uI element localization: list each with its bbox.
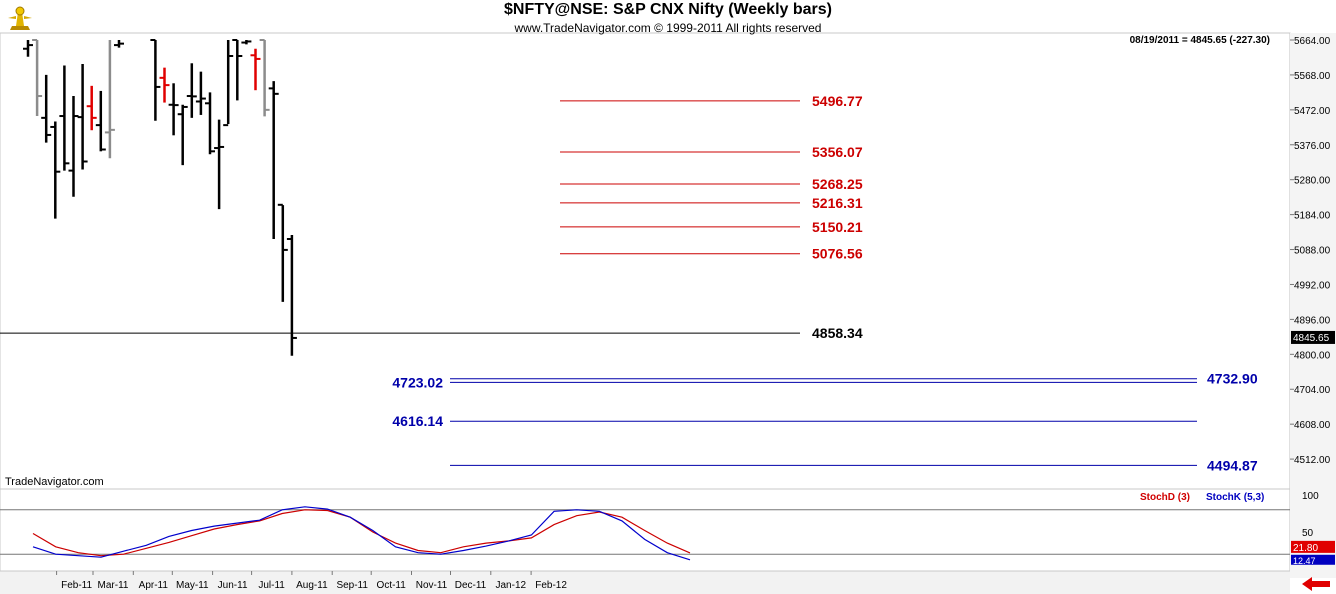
x-tick-label: Jun-11	[218, 580, 248, 591]
stochk-value-tag	[1291, 554, 1335, 565]
plot-frame	[0, 32, 1291, 572]
y-tick-label: 4608.00	[1294, 420, 1331, 431]
y-tick-label: 5568.00	[1294, 71, 1331, 82]
x-tick-label: Mar-11	[98, 580, 129, 591]
x-tick-label: Oct-11	[377, 580, 407, 591]
stochd-line	[32, 509, 691, 557]
support-label-right: 4494.87	[1207, 457, 1258, 473]
x-tick-label: Nov-11	[416, 580, 448, 591]
resistance-label: 5268.25	[812, 176, 863, 192]
stoch-y-tick-label: 100	[1302, 491, 1319, 502]
support-label-right: 4732.90	[1207, 371, 1258, 387]
trade-navigator-logo-icon[interactable]	[4, 4, 36, 32]
y-tick-label: 5664.00	[1294, 36, 1331, 47]
x-axis-panel	[0, 571, 1290, 594]
stochd-value-label: 21.80	[1293, 543, 1318, 554]
x-tick-label: Jul-11	[258, 580, 285, 591]
x-tick-label: Dec-11	[455, 580, 487, 591]
resistance-label: 5150.21	[812, 219, 863, 235]
y-tick-label: 5472.00	[1294, 106, 1331, 117]
x-tick-label: Jan-12	[496, 580, 527, 591]
current-level-label: 4858.34	[812, 325, 863, 341]
resistance-label: 5356.07	[812, 144, 863, 160]
x-tick-label: May-11	[176, 580, 209, 591]
last-price-tag	[1291, 330, 1335, 344]
support-label-left: 4616.14	[392, 413, 443, 429]
y-tick-label: 4896.00	[1294, 315, 1331, 326]
y-tick-label: 4800.00	[1294, 350, 1331, 361]
stochd-value-tag	[1291, 540, 1335, 553]
x-tick-label: Feb-11	[61, 580, 92, 591]
y-tick-label: 5088.00	[1294, 246, 1331, 257]
x-tick-label: Feb-12	[535, 580, 567, 591]
y-tick-label: 5280.00	[1294, 176, 1331, 187]
resistance-label: 5076.56	[812, 246, 863, 262]
support-label-left: 4723.02	[392, 374, 443, 390]
stochk-line	[32, 506, 691, 561]
y-tick-label: 4992.00	[1294, 280, 1331, 291]
stochk-value-label: 12.47	[1293, 556, 1316, 566]
y-tick-label: 4512.00	[1294, 455, 1331, 466]
copyright-subtitle: www.TradeNavigator.com © 1999-2011 All r…	[514, 21, 822, 35]
resistance-label: 5496.77	[812, 93, 863, 109]
y-tick-label: 5184.00	[1294, 211, 1331, 222]
x-tick-label: Aug-11	[296, 580, 328, 591]
chart-title: $NFTY@NSE: S&P CNX Nifty (Weekly bars)	[504, 1, 832, 18]
x-tick-label: Apr-11	[139, 580, 169, 591]
price-readout: 08/19/2011 = 4845.65 (-227.30)	[1129, 35, 1270, 46]
x-tick-label: Sep-11	[336, 580, 368, 591]
red-left-arrow-icon[interactable]	[1300, 576, 1332, 592]
legend-stochk: StochK (5,3)	[1206, 492, 1265, 503]
last-price-label: 4845.65	[1293, 333, 1330, 344]
y-tick-label: 4704.00	[1294, 385, 1331, 396]
resistance-label: 5216.31	[812, 195, 863, 211]
legend-stochd: StochD (3)	[1140, 492, 1190, 503]
watermark: TradeNavigator.com	[5, 476, 104, 488]
y-tick-label: 5376.00	[1294, 141, 1331, 152]
stoch-y-tick-label: 50	[1302, 528, 1314, 539]
y-axis-panel	[1290, 33, 1336, 578]
